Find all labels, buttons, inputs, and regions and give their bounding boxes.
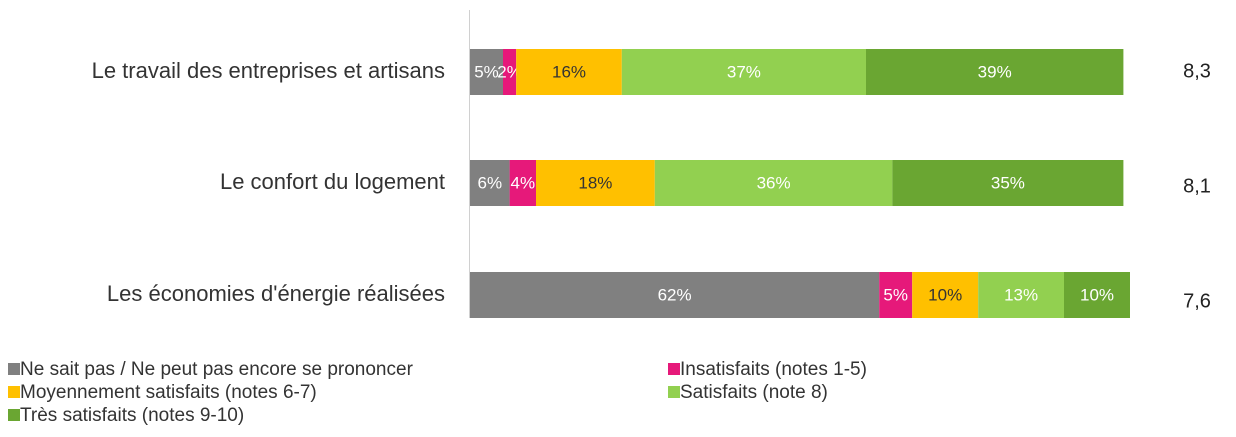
value-label: 5% <box>883 285 908 304</box>
bar-segment <box>866 49 1124 95</box>
legend-label: Moyennement satisfaits (notes 6-7) <box>20 382 317 403</box>
legend-swatch <box>8 386 20 398</box>
legend-label: Ne sait pas / Ne peut pas encore se pron… <box>20 359 414 380</box>
value-label: 62% <box>658 285 692 304</box>
value-label: 36% <box>757 173 791 192</box>
legend-swatch <box>668 386 680 398</box>
legend-label: Satisfaits (note 8) <box>680 382 828 403</box>
bar-segment <box>470 272 880 318</box>
value-label: 2% <box>497 62 522 81</box>
category-label: Les économies d'énergie réalisées <box>107 281 445 306</box>
bar-segment <box>536 160 655 206</box>
score-label: 7,6 <box>1183 290 1211 312</box>
category-label: Le confort du logement <box>220 169 445 194</box>
bar-segment <box>892 160 1124 206</box>
value-label: 10% <box>1080 285 1114 304</box>
bar-segment <box>912 272 979 318</box>
category-label: Le travail des entreprises et artisans <box>92 58 445 83</box>
bar-segment <box>516 49 622 95</box>
value-label: 39% <box>978 62 1012 81</box>
value-label: 35% <box>991 173 1025 192</box>
bar-segment <box>978 272 1064 318</box>
bar-segment <box>470 49 503 95</box>
legend-label: Très satisfaits (notes 9-10) <box>20 405 244 426</box>
bar-segment <box>1064 272 1130 318</box>
value-label: 37% <box>727 62 761 81</box>
value-label: 5% <box>474 62 499 81</box>
value-label: 16% <box>552 62 586 81</box>
value-label: 13% <box>1004 285 1038 304</box>
value-label: 6% <box>478 173 503 192</box>
value-label: 10% <box>928 285 962 304</box>
legend-swatch <box>8 363 20 375</box>
value-label: 4% <box>511 173 536 192</box>
legend-label: Insatisfaits (notes 1-5) <box>680 359 867 380</box>
value-label: 18% <box>578 173 612 192</box>
bar-segment <box>879 272 913 318</box>
score-label: 8,3 <box>1183 60 1211 82</box>
bar-segment <box>654 160 893 206</box>
bar-segment <box>470 160 510 206</box>
score-label: 8,1 <box>1183 175 1211 197</box>
legend-swatch <box>668 363 680 375</box>
legend-swatch <box>8 409 20 421</box>
bar-segment <box>503 49 517 95</box>
bar-segment <box>621 49 866 95</box>
bar-segment <box>509 160 536 206</box>
